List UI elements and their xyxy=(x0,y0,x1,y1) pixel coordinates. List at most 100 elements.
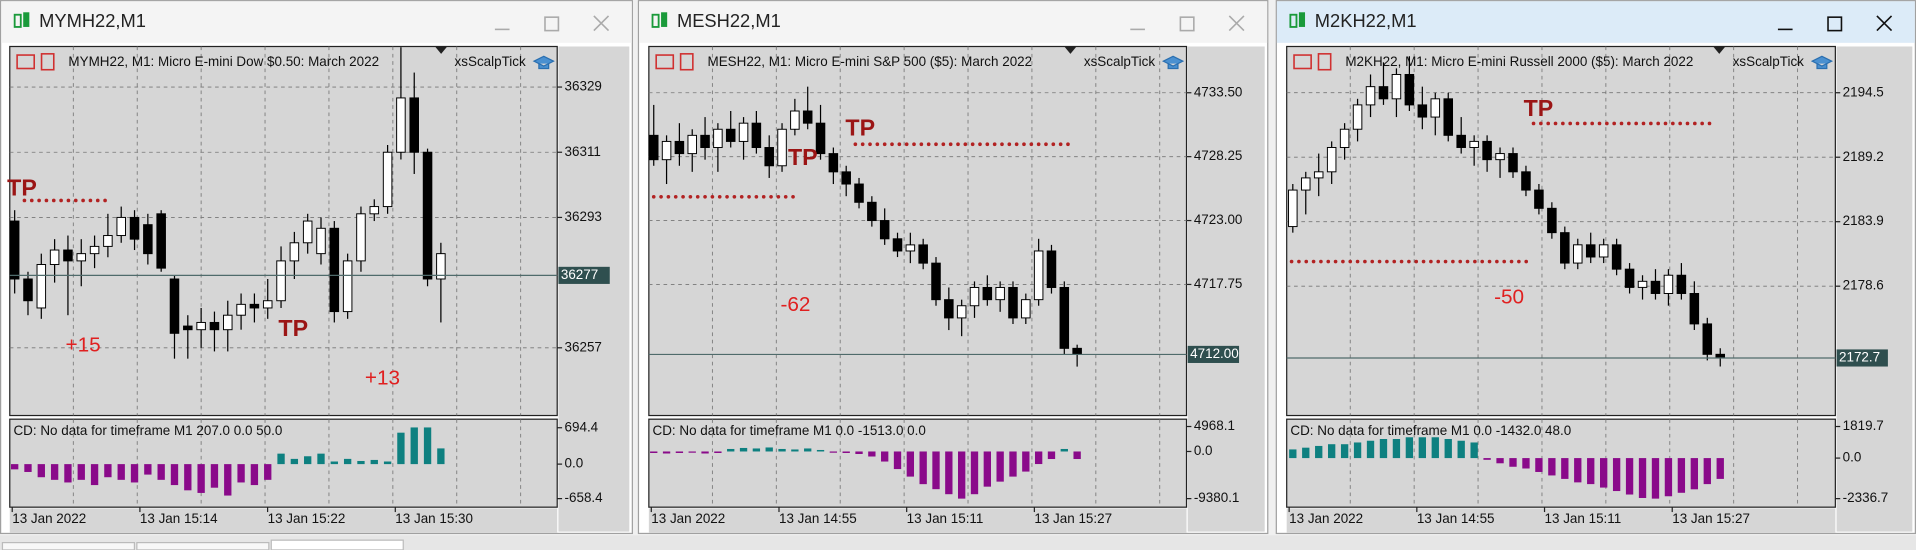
candle-body xyxy=(725,128,736,142)
candle-body xyxy=(382,151,393,208)
candle-body xyxy=(169,278,180,334)
candle-body xyxy=(1326,146,1337,173)
candle-body xyxy=(995,286,1005,301)
histogram-bar xyxy=(383,461,392,465)
candle-body xyxy=(815,122,826,155)
tab[interactable] xyxy=(1,541,136,550)
candle-body xyxy=(713,128,723,149)
x-tick-label: 13 Jan 14:55 xyxy=(1417,511,1495,526)
candle-body xyxy=(1352,104,1363,130)
histogram-bar xyxy=(714,451,722,453)
y-tick-label: -2336.7 xyxy=(1843,490,1889,505)
chart-area xyxy=(9,45,558,417)
trade-result: -62 xyxy=(780,293,810,316)
histogram-bar xyxy=(77,464,85,480)
y-tick-label: 0.0 xyxy=(1843,450,1862,465)
current-price-box xyxy=(1187,345,1240,363)
histogram-bar xyxy=(1638,458,1647,498)
x-tick-label: 13 Jan 15:22 xyxy=(268,511,346,526)
histogram-bar xyxy=(144,464,152,475)
histogram-bar xyxy=(701,451,709,454)
expert-name: xsScalpTick xyxy=(1084,54,1155,69)
candle-body xyxy=(1598,244,1609,258)
candle-body xyxy=(1300,177,1311,191)
histogram-bar xyxy=(304,456,312,465)
candle-body xyxy=(802,110,813,124)
histogram-bar xyxy=(1379,439,1388,459)
histogram-bar xyxy=(932,451,940,490)
histogram-bar xyxy=(1431,437,1439,459)
window-icon xyxy=(13,13,22,28)
candle-body xyxy=(209,321,220,331)
indicator-area xyxy=(648,418,1188,508)
histogram-bar xyxy=(1690,458,1699,490)
candle-body xyxy=(369,206,380,215)
x-tick-label: 13 Jan 15:11 xyxy=(1545,511,1622,526)
close-button[interactable] xyxy=(593,15,610,32)
y-tick-label: 4728.25 xyxy=(1194,148,1243,163)
candle-body xyxy=(289,242,300,262)
time-axis-area xyxy=(1286,508,1836,533)
y-tick-label: 4733.50 xyxy=(1194,84,1243,99)
histogram-bar xyxy=(1418,437,1427,459)
maximize-button[interactable] xyxy=(544,16,560,32)
tab[interactable] xyxy=(136,541,270,550)
candle-body xyxy=(1521,171,1531,191)
current-price-label: 4712.00 xyxy=(1190,346,1239,361)
header-icon xyxy=(679,53,694,71)
maximize-button[interactable] xyxy=(1179,16,1195,32)
histogram-bar xyxy=(996,451,1004,482)
candle-body xyxy=(674,140,685,155)
candle-body xyxy=(892,238,903,252)
candle-body xyxy=(1365,86,1376,106)
indicator-label: CD: No data for timeframe M1 207.0 0.0 5… xyxy=(13,423,282,438)
one-click-toggle[interactable] xyxy=(1064,46,1077,54)
histogram-bar xyxy=(1289,449,1297,459)
histogram-bar xyxy=(24,464,32,472)
trade-result: +13 xyxy=(365,366,400,389)
histogram-bar xyxy=(1612,458,1621,492)
window-icon xyxy=(651,13,660,28)
expert-name: xsScalpTick xyxy=(455,54,526,69)
y-tick-label: 36329 xyxy=(565,79,602,94)
one-click-toggle[interactable] xyxy=(1713,46,1726,54)
histogram-bar xyxy=(1651,458,1660,499)
histogram-bar xyxy=(778,448,786,452)
expert-icon xyxy=(1161,55,1185,70)
close-button[interactable] xyxy=(1228,15,1245,32)
header-icon xyxy=(1317,53,1332,71)
histogram-bar xyxy=(727,448,735,452)
candle-body xyxy=(1573,244,1583,264)
y-tick-label: 4717.75 xyxy=(1194,276,1243,291)
candle-body xyxy=(1021,299,1031,319)
window-icon xyxy=(661,12,668,27)
histogram-bar xyxy=(688,451,696,453)
candle-body xyxy=(1495,153,1505,161)
candle-body xyxy=(1560,232,1570,264)
histogram-bar xyxy=(397,432,405,465)
histogram-bar xyxy=(317,453,325,465)
candle-body xyxy=(342,260,353,313)
candle-body xyxy=(223,314,233,331)
close-button[interactable] xyxy=(1876,15,1893,32)
histogram-bar xyxy=(290,458,299,465)
candle-body xyxy=(329,227,340,313)
candle-body xyxy=(262,300,273,309)
histogram-bar xyxy=(1034,451,1043,465)
decorations xyxy=(0,535,1916,550)
tab[interactable] xyxy=(270,539,404,550)
one-click-toggle[interactable] xyxy=(435,46,448,54)
current-price-box xyxy=(1836,349,1888,367)
histogram-bar xyxy=(1470,442,1478,459)
candle-body xyxy=(918,244,928,264)
maximize-button[interactable] xyxy=(1827,16,1843,32)
histogram-bar xyxy=(1060,448,1068,452)
candle-body xyxy=(751,122,762,149)
candle-body xyxy=(648,134,659,161)
candle-body xyxy=(1534,189,1544,209)
histogram-bar xyxy=(1009,451,1017,477)
x-tick-label: 13 Jan 15:27 xyxy=(1034,511,1112,526)
chart-header: MESH22, M1: Micro E-mini S&P 500 ($5): M… xyxy=(708,54,1033,69)
candle-body xyxy=(1663,274,1674,294)
